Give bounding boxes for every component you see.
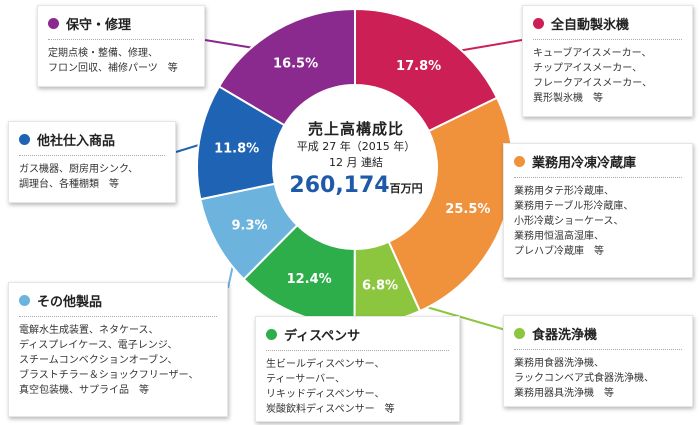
category-item: 小形冷蔵ショーケース、: [514, 216, 624, 227]
category-item: 炭酸飲料ディスペンサー 等: [266, 404, 395, 415]
category-item: 業務用食器洗浄機、: [514, 358, 604, 369]
category-card-refrigerators: 業務用冷凍冷蔵庫業務用タテ形冷蔵庫、業務用テーブル形冷蔵庫、 小形冷蔵ショーケース…: [503, 143, 693, 278]
category-card-other-products: その他製品電解水生成装置、ネタケース、ディスプレイケース、電子レンジ、 スチームコ…: [8, 282, 228, 417]
category-item: 調理台、各種棚類 等: [19, 179, 119, 190]
category-description: 電解水生成装置、ネタケース、ディスプレイケース、電子レンジ、 スチームコンベクショ…: [19, 323, 217, 398]
total-sales-value: 260,174: [289, 173, 390, 198]
category-description: 定期点検・整備、修理、フロン回収、補修パーツ 等: [48, 46, 194, 76]
category-card-maintenance: 保守・修理定期点検・整備、修理、フロン回収、補修パーツ 等: [37, 5, 205, 87]
category-name: 保守・修理: [66, 18, 132, 33]
category-heading: 保守・修理: [48, 14, 194, 40]
category-name: その他製品: [37, 295, 103, 310]
category-item: 異形製氷機 等: [533, 93, 603, 104]
category-item: フロン回収、補修パーツ 等: [48, 63, 178, 74]
category-item: 電解水生成装置、ネタケース、: [19, 325, 159, 336]
category-item: フレークアイスメーカー、: [533, 78, 653, 89]
chart-subtitle-period: 平成 27 年（2015 年）: [296, 140, 416, 153]
legend-dot-icon: [533, 18, 544, 29]
slice-value-label: 16.5%: [273, 57, 318, 72]
chart-title: 売上高構成比: [307, 120, 404, 138]
total-sales-unit: 百万円: [389, 182, 423, 195]
category-heading: ディスペンサ: [266, 325, 449, 351]
chart-total: 260,174百万円: [262, 173, 450, 198]
category-item: ラックコンベア式食器洗浄機、: [514, 373, 654, 384]
category-name: ディスペンサ: [284, 329, 361, 344]
category-item: 業務用恒温高湿庫、: [514, 231, 604, 242]
category-name: 業務用冷凍冷蔵庫: [532, 156, 637, 171]
category-name: 食器洗浄機: [532, 328, 598, 343]
category-card-dishwashers: 食器洗浄機業務用食器洗浄機、ラックコンベア式食器洗浄機、 業務用器具洗浄機 等: [503, 315, 693, 407]
category-item: プレハブ冷蔵庫 等: [514, 246, 604, 257]
category-description: キューブアイスメーカー、 チップアイスメーカー、 フレークアイスメーカー、 異形製氷機…: [533, 46, 682, 106]
category-item: 業務用タテ形冷蔵庫、: [514, 186, 614, 197]
category-heading: 全自動製氷機: [533, 14, 682, 40]
category-name: 全自動製氷機: [551, 18, 630, 33]
legend-dot-icon: [19, 295, 30, 306]
chart-center-summary: 売上高構成比 平成 27 年（2015 年） 12 月 連結 260,174百万…: [262, 118, 450, 198]
category-item: 業務用テーブル形冷蔵庫、: [514, 201, 634, 212]
category-card-third-party-goods: 他社仕入商品ガス機器、厨房用シンク、 調理台、各種棚類 等: [8, 121, 176, 203]
category-heading: 業務用冷凍冷蔵庫: [514, 152, 682, 178]
slice-value-label: 17.8%: [396, 59, 441, 74]
category-item: リキッドディスペンサー、: [266, 389, 385, 400]
category-item: 真空包装機、サプライ品 等: [19, 385, 149, 396]
category-item: キューブアイスメーカー、: [533, 48, 652, 59]
category-description: ガス機器、厨房用シンク、 調理台、各種棚類 等: [19, 162, 165, 192]
category-description: 業務用タテ形冷蔵庫、業務用テーブル形冷蔵庫、 小形冷蔵ショーケース、 業務用恒温高湿…: [514, 184, 682, 259]
slice-value-label: 6.8%: [362, 278, 398, 293]
category-item: スチームコンベクションオーブン、: [19, 355, 178, 366]
category-item: チップアイスメーカー、: [533, 63, 643, 74]
slice-value-label: 25.5%: [445, 202, 490, 217]
category-item: ガス機器、厨房用シンク、: [19, 164, 139, 175]
slice-value-label: 9.3%: [232, 218, 268, 233]
slice-value-label: 12.4%: [287, 272, 332, 287]
category-item: ディスプレイケース、電子レンジ、: [19, 340, 178, 351]
donut-segment: [217, 7, 356, 127]
legend-dot-icon: [514, 156, 525, 167]
chart-subtitle-scope: 12 月 連結: [329, 156, 383, 169]
legend-dot-icon: [48, 18, 59, 29]
category-description: 生ビールディスペンサー、 ティーサーバー、リキッドディスペンサー、 炭酸飲料ディスペ…: [266, 357, 449, 417]
legend-dot-icon: [514, 328, 525, 339]
category-item: ブラストチラー＆ショックフリーザー、: [19, 370, 199, 381]
category-card-ice-machines: 全自動製氷機キューブアイスメーカー、 チップアイスメーカー、 フレークアイスメーカー…: [522, 5, 693, 117]
category-name: 他社仕入商品: [37, 134, 116, 149]
category-heading: その他製品: [19, 291, 217, 317]
category-heading: 食器洗浄機: [514, 324, 682, 350]
legend-dot-icon: [266, 329, 277, 340]
category-item: ティーサーバー、: [266, 374, 345, 385]
category-heading: 他社仕入商品: [19, 130, 165, 156]
category-item: 業務用器具洗浄機 等: [514, 388, 614, 399]
category-item: 定期点検・整備、修理、: [48, 48, 158, 59]
legend-dot-icon: [19, 134, 30, 145]
category-description: 業務用食器洗浄機、ラックコンベア式食器洗浄機、 業務用器具洗浄機 等: [514, 356, 682, 401]
category-item: 生ビールディスペンサー、: [266, 359, 385, 370]
slice-value-label: 11.8%: [214, 141, 259, 156]
category-card-dispensers: ディスペンサ生ビールディスペンサー、 ティーサーバー、リキッドディスペンサー、 炭酸…: [255, 316, 460, 422]
